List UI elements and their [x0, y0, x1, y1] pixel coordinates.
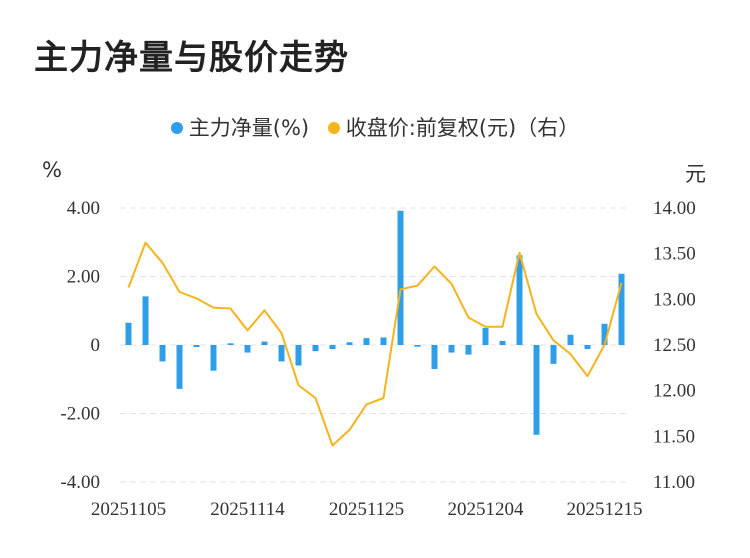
y-left-tick-label: 0: [91, 335, 101, 356]
y-left-tick-label: -2.00: [60, 404, 100, 425]
bar: [431, 345, 438, 369]
y-right-tick-label: 11.00: [653, 472, 695, 493]
bar: [261, 341, 268, 345]
bar: [210, 345, 217, 371]
right-axis-unit: 元: [685, 162, 706, 186]
bar: [380, 337, 387, 345]
bar: [533, 345, 540, 435]
bar: [516, 255, 523, 345]
bar: [363, 338, 370, 345]
bar: [499, 340, 506, 345]
bar: [601, 323, 608, 345]
y-right-tick-label: 12.50: [653, 335, 696, 356]
y-left-tick-label: 4.00: [67, 198, 100, 219]
x-tick-label: 20251114: [210, 499, 285, 520]
legend-bar-marker: [170, 122, 183, 134]
bar: [295, 345, 302, 366]
y-left-tick-label: -4.00: [60, 472, 100, 493]
bar: [244, 345, 251, 353]
x-tick-label: 20251105: [91, 499, 166, 520]
bar: [550, 345, 557, 364]
bar: [567, 334, 574, 345]
chart-title: 主力净量与股价走势: [34, 38, 349, 78]
bar: [227, 343, 234, 345]
bar: [414, 345, 421, 347]
bar: [193, 345, 200, 348]
legend-label-net-flow: 主力净量(%): [188, 116, 310, 140]
x-tick-label: 20251204: [448, 499, 525, 520]
y-right-tick-label: 13.00: [653, 289, 696, 310]
bar: [125, 322, 132, 345]
bar: [159, 345, 166, 362]
y-right-tick-label: 14.00: [653, 198, 696, 219]
legend-label-close-price: 收盘价:前复权(元)（右）: [345, 116, 580, 140]
bar: [584, 345, 591, 350]
y-left-tick-label: 2.00: [67, 267, 100, 288]
legend-item-net-flow[interactable]: 主力净量(%): [170, 112, 310, 142]
bar: [448, 345, 455, 353]
legend: 主力净量(%) 收盘价:前复权(元)（右）: [0, 112, 750, 142]
y-right-tick-label: 11.50: [653, 426, 695, 447]
bar: [278, 345, 285, 362]
bar: [346, 342, 353, 345]
x-tick-label: 20251215: [567, 499, 643, 520]
x-tick-label: 20251125: [329, 499, 404, 520]
legend-line-marker: [327, 122, 340, 134]
bar: [176, 345, 183, 389]
bar: [465, 345, 472, 355]
bar: [482, 327, 489, 345]
bar: [312, 345, 319, 352]
y-right-tick-label: 13.50: [653, 244, 696, 265]
legend-item-close-price[interactable]: 收盘价:前复权(元)（右）: [327, 112, 580, 142]
left-axis-unit: %: [42, 158, 62, 182]
bar: [142, 296, 149, 345]
bar: [397, 210, 404, 345]
bar: [618, 273, 625, 345]
y-right-tick-label: 12.00: [653, 381, 696, 402]
price-line: [127, 241, 623, 447]
bar: [329, 345, 336, 350]
